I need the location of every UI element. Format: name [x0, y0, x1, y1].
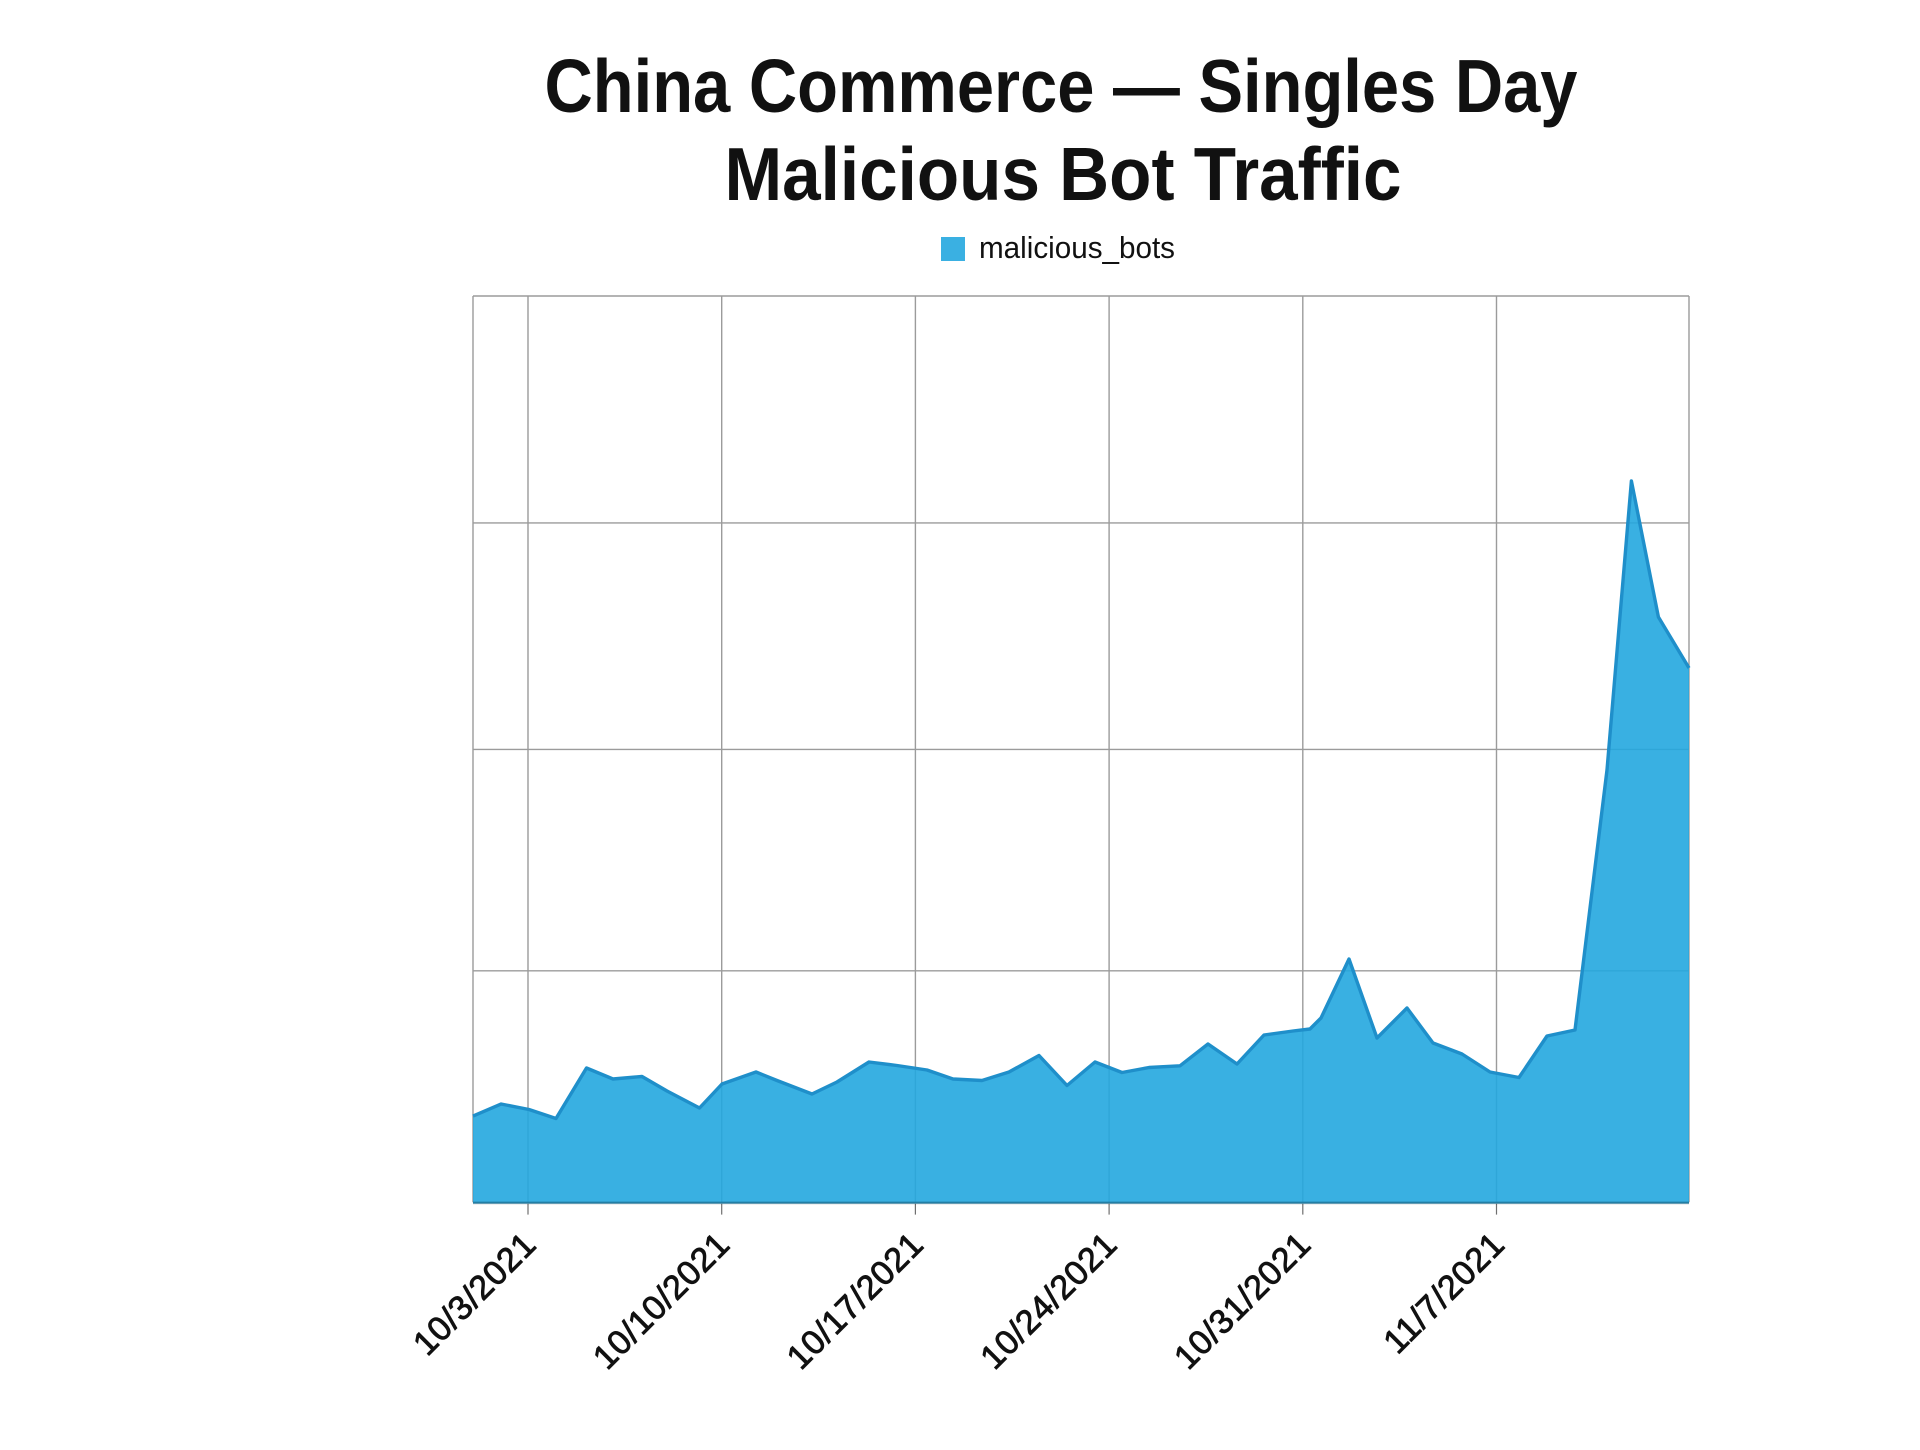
svg-text:10/10/2021: 10/10/2021: [586, 1225, 737, 1376]
svg-text:10/17/2021: 10/17/2021: [780, 1225, 931, 1376]
svg-text:10/24/2021: 10/24/2021: [973, 1225, 1124, 1376]
svg-text:malicious_bots: malicious_bots: [979, 230, 1175, 265]
svg-text:11/7/2021: 11/7/2021: [1376, 1225, 1512, 1361]
svg-text:10/3/2021: 10/3/2021: [406, 1225, 544, 1363]
svg-text:Malicious Bot Traffic: Malicious Bot Traffic: [725, 132, 1402, 216]
svg-text:China Commerce — Singles Day: China Commerce — Singles Day: [545, 44, 1578, 128]
svg-text:10/31/2021: 10/31/2021: [1167, 1225, 1318, 1376]
